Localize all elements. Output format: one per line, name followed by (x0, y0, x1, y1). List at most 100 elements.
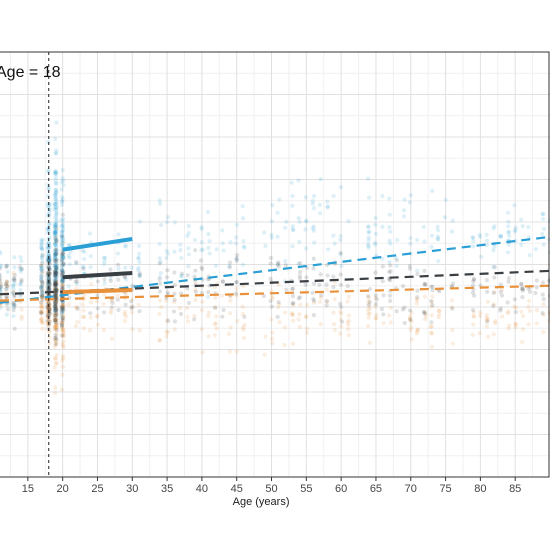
scatter-point (54, 294, 59, 299)
scatter-point (52, 221, 57, 227)
scatter-point (60, 236, 65, 242)
scatter-point (513, 322, 518, 327)
scatter-point (422, 239, 427, 244)
scatter-point (54, 237, 59, 242)
scatter-point (61, 255, 66, 261)
scatter-point (46, 301, 51, 306)
scatter-point (0, 251, 3, 256)
scatter-point (61, 255, 66, 260)
scatter-point (12, 326, 17, 331)
scatter-point (54, 326, 59, 332)
scatter-point (325, 247, 331, 252)
scatter-point (290, 193, 295, 198)
scatter-point (53, 313, 59, 318)
scatter-point (275, 261, 281, 267)
scatter-point (387, 278, 393, 283)
scatter-point (60, 343, 66, 348)
scatter-point (95, 322, 101, 327)
scatter-point (11, 289, 16, 294)
scatter-point (332, 296, 337, 302)
scatter-point (415, 288, 420, 293)
scatter-point (61, 327, 66, 332)
scatter-point (53, 304, 58, 309)
scatter-point (394, 309, 399, 314)
scatter-point (47, 221, 52, 226)
scatter-point (450, 218, 455, 223)
scatter-point (88, 254, 93, 259)
scatter-point (429, 304, 434, 309)
scatter-point (59, 322, 65, 327)
scatter-point (12, 281, 17, 286)
scatter-point (4, 295, 9, 300)
scatter-point (54, 120, 59, 125)
scatter-point (45, 305, 50, 311)
scatter-point (5, 269, 10, 274)
scatter-point (101, 328, 106, 333)
scatter-point (5, 283, 10, 289)
scatter-point (52, 344, 58, 349)
scatter-point (61, 183, 66, 188)
scatter-point (507, 233, 512, 239)
scatter-point (47, 257, 52, 263)
scatter-point (59, 278, 65, 283)
scatter-point (512, 297, 517, 302)
scatter-point (373, 222, 378, 227)
scatter-point (60, 279, 65, 284)
scatter-point (136, 265, 141, 270)
scatter-point (38, 277, 44, 282)
scatter-point (53, 293, 59, 298)
scatter-point (172, 291, 177, 296)
scatter-point (331, 193, 336, 199)
scatter-point (136, 267, 141, 273)
scatter-point (157, 338, 162, 343)
scatter-point (54, 280, 59, 285)
scatter-point (491, 302, 496, 307)
scatter-point (39, 274, 44, 279)
scatter-point (54, 151, 59, 156)
scatter-point (206, 245, 211, 251)
scatter-point (54, 237, 59, 243)
scatter-point (240, 204, 245, 209)
scatter-point (116, 262, 121, 267)
scatter-point (53, 178, 58, 183)
scatter-point (346, 294, 352, 299)
scatter-point (53, 356, 58, 361)
scatter-point (53, 319, 58, 324)
scatter-point (415, 298, 420, 303)
scatter-point (122, 318, 128, 324)
scatter-point (54, 219, 59, 224)
scatter-point (115, 297, 121, 302)
scatter-point (346, 313, 352, 318)
scatter-point (318, 176, 323, 182)
scatter-point (54, 275, 59, 281)
scatter-point (310, 201, 315, 206)
scatter-point (373, 270, 378, 275)
scatter-point (491, 264, 496, 269)
scatter-point (311, 224, 316, 229)
scatter-point (186, 230, 192, 236)
scatter-point (164, 329, 169, 334)
scatter-point (61, 333, 66, 339)
scatter-point (318, 322, 323, 327)
scatter-point (0, 288, 3, 293)
scatter-point (268, 298, 273, 304)
scatter-point (0, 272, 2, 277)
scatter-point (172, 300, 177, 305)
scatter-point (400, 307, 405, 312)
scatter-point (52, 225, 58, 230)
scatter-point (304, 219, 309, 224)
scatter-point (435, 234, 440, 239)
scatter-point (12, 278, 17, 283)
scatter-point (53, 195, 59, 200)
scatter-point (366, 303, 372, 308)
scatter-point (46, 280, 51, 286)
scatter-point (60, 219, 65, 224)
scatter-point (0, 263, 3, 268)
scatter-point (185, 314, 190, 319)
scatter-point (53, 242, 58, 247)
scatter-point (53, 307, 59, 312)
scatter-point (60, 269, 66, 274)
scatter-point (46, 169, 51, 175)
scatter-point (39, 305, 44, 310)
